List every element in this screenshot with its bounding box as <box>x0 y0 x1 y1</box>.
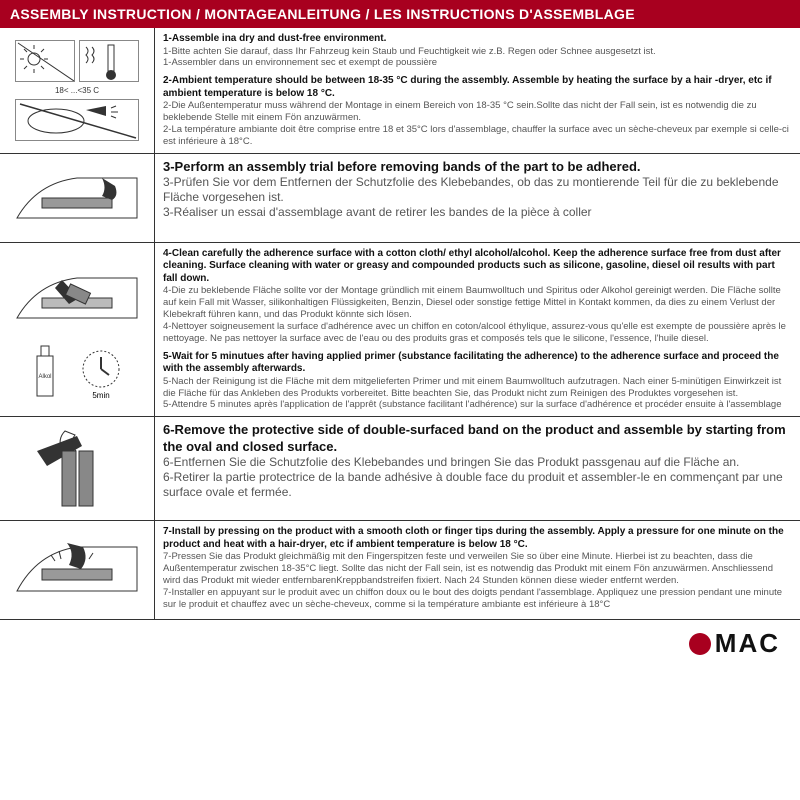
icon-trial <box>0 154 155 242</box>
row-4-5: Alkol 5min 4-Clean carefully the adheren… <box>0 243 800 418</box>
row-1-2: 18< ...<35 C 1-Assemble ina dry and dust… <box>0 28 800 154</box>
text-3: 3-Perform an assembly trial before remov… <box>155 154 800 242</box>
trial-diagram <box>7 158 147 238</box>
svg-text:Alkol: Alkol <box>38 374 51 380</box>
thermometer-icon <box>79 40 139 82</box>
row-6: 6-Remove the protective side of double-s… <box>0 417 800 521</box>
s4-de: 4-Die zu beklebende Fläche sollte vor de… <box>163 285 792 321</box>
s1-en: 1-Assemble ina dry and dust-free environ… <box>163 33 386 44</box>
s2-fr: 2-La température ambiante doit être comp… <box>163 124 792 148</box>
five-min-label: 5min <box>79 391 123 400</box>
icon-remove-film <box>0 417 155 520</box>
s6-de: 6-Entfernen Sie die Schutzfolie des Kleb… <box>163 455 792 470</box>
s7-en: 7-Install by pressing on the product wit… <box>163 526 784 550</box>
text-7: 7-Install by pressing on the product wit… <box>155 521 800 619</box>
press-diagram <box>7 525 147 615</box>
s3-en: 3-Perform an assembly trial before remov… <box>163 159 641 174</box>
s1-de: 1-Bitte achten Sie darauf, dass Ihr Fahr… <box>163 46 792 58</box>
temp-range-label: 18< ...<35 C <box>55 86 99 95</box>
row-7: 7-Install by pressing on the product wit… <box>0 521 800 620</box>
sun-icon <box>15 40 75 82</box>
text-6: 6-Remove the protective side of double-s… <box>155 417 800 520</box>
icon-environment-temp: 18< ...<35 C <box>0 28 155 153</box>
footer: MAC <box>0 620 800 663</box>
s5-en: 5-Wait for 5 minutues after having appli… <box>163 351 779 375</box>
s6-fr: 6-Retirer la partie protectrice de la ba… <box>163 470 792 500</box>
s5-de: 5-Nach der Reinigung ist die Fläche mit … <box>163 376 792 400</box>
brand-logo: MAC <box>689 628 780 659</box>
s2-en: 2-Ambient temperature should be between … <box>163 75 772 99</box>
no-spray-icon <box>15 99 139 141</box>
peel-diagram <box>7 421 147 516</box>
text-1-2: 1-Assemble ina dry and dust-free environ… <box>155 28 800 153</box>
icon-press <box>0 521 155 619</box>
s2-de: 2-Die Außentemperatur muss während der M… <box>163 100 792 124</box>
s6-en: 6-Remove the protective side of double-s… <box>163 422 786 453</box>
text-4-5: 4-Clean carefully the adherence surface … <box>155 243 800 417</box>
s4-en: 4-Clean carefully the adherence surface … <box>163 248 781 284</box>
s5-fr: 5-Attendre 5 minutes après l'application… <box>163 399 792 411</box>
row-3: 3-Perform an assembly trial before remov… <box>0 154 800 243</box>
s3-fr: 3-Réaliser un essai d'assemblage avant d… <box>163 205 792 220</box>
clock-icon <box>79 347 123 391</box>
s3-de: 3-Prüfen Sie vor dem Entfernen der Schut… <box>163 175 792 205</box>
logo-dot-icon <box>689 633 711 655</box>
s7-de: 7-Pressen Sie das Produkt gleichmäßig mi… <box>163 551 792 587</box>
clean-diagram <box>7 260 147 338</box>
s1-fr: 1-Assembler dans un environnement sec et… <box>163 57 792 69</box>
header-title: ASSEMBLY INSTRUCTION / MONTAGEANLEITUNG … <box>0 0 800 28</box>
logo-text: MAC <box>715 628 780 659</box>
s7-fr: 7-Installer en appuyant sur le produit a… <box>163 587 792 611</box>
icon-clean-wait: Alkol 5min <box>0 243 155 417</box>
s4-fr: 4-Nettoyer soigneusement la surface d'ad… <box>163 321 792 345</box>
bottle-icon: Alkol <box>31 342 59 400</box>
